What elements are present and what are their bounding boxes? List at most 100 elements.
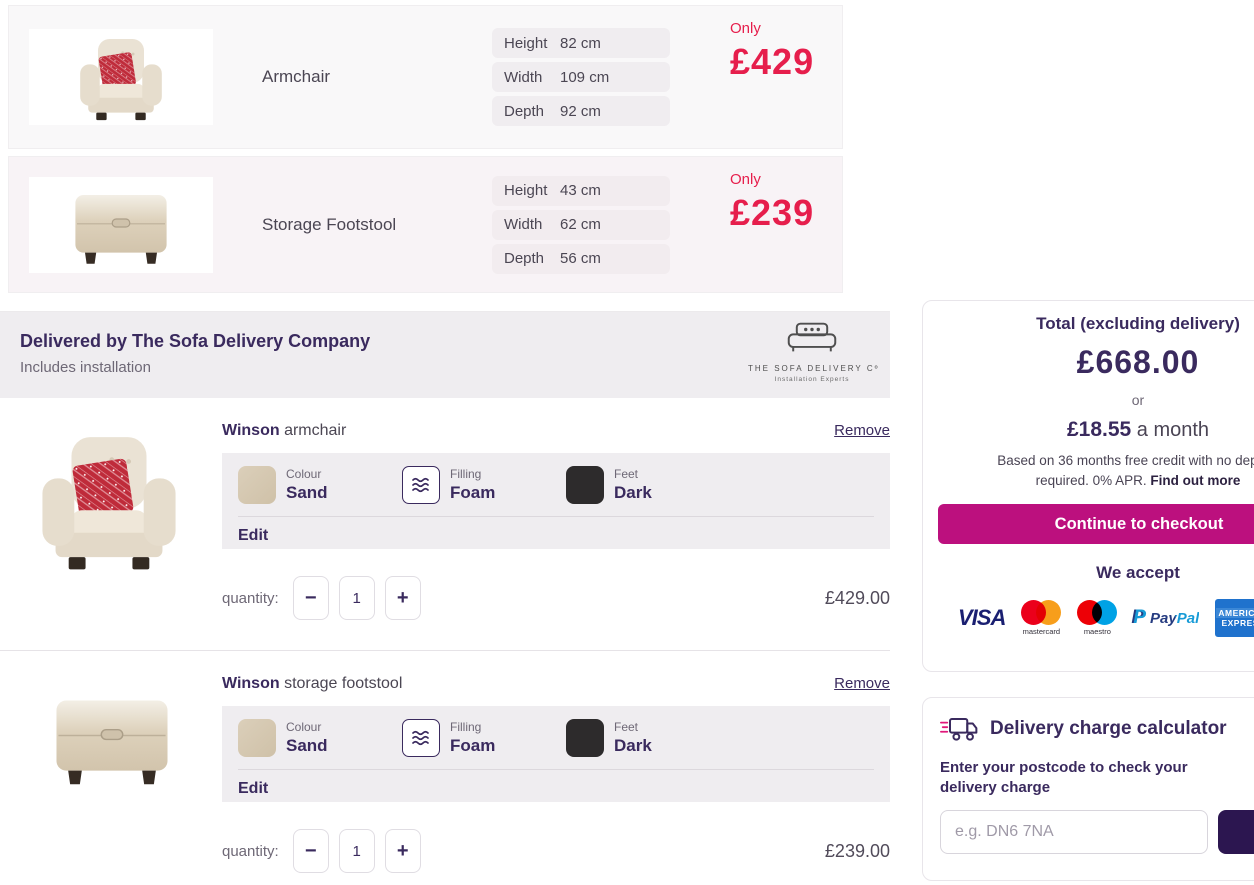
sofa-delivery-co-logo: THE SOFA DELIVERY Cº Installation Expert…: [748, 321, 880, 383]
order-summary-card: Total (excluding delivery) £668.00 or £1…: [922, 300, 1254, 672]
dimensions-list: Height 82 cm Width 109 cm Depth 92 cm: [492, 28, 670, 126]
dim-label: Height: [504, 34, 548, 52]
remove-link[interactable]: Remove: [834, 675, 890, 692]
compare-row-footstool: Storage Footstool Height 43 cm Width 62 cm…: [8, 156, 843, 293]
option-label: Colour: [286, 467, 322, 481]
option-value: Foam: [450, 736, 496, 755]
postcode-input[interactable]: [940, 809, 1208, 854]
options-panel: Colour Sand Filling Foam Feet Dark: [222, 706, 890, 802]
monthly-amount: £18.55: [1066, 418, 1132, 441]
remove-link[interactable]: Remove: [834, 422, 890, 439]
we-accept-label: We accept: [1096, 563, 1180, 583]
armchair-image: [80, 39, 162, 121]
monthly-suffix: a month: [1131, 419, 1210, 441]
cart-item-title: Winson armchair: [222, 422, 346, 440]
footstool-image: [75, 194, 167, 264]
payment-methods: VISA mastercard maestro P PayPal AMERICA…: [923, 599, 1254, 638]
option-filling: Filling Foam: [402, 719, 566, 757]
options-panel: Colour Sand Filling Foam Feet Dark: [222, 453, 890, 549]
dim-label: Height: [504, 182, 548, 199]
dim-label: Width: [504, 216, 543, 233]
price-block: Only £429: [730, 6, 814, 83]
continue-to-checkout-button[interactable]: Continue to checkout: [938, 504, 1254, 545]
cart-item-title: Winson storage footstool: [222, 675, 402, 693]
dim-value: 56 cm: [560, 250, 601, 267]
only-label: Only: [730, 171, 761, 188]
paypal-label: PayPal: [1150, 609, 1200, 627]
option-value: Sand: [286, 736, 328, 755]
dim-value: 109 cm: [560, 68, 610, 86]
cart-item-footstool: Winson storage footstool Remove Colour Sa…: [0, 651, 890, 885]
item-variant: storage footstool: [279, 675, 403, 692]
quantity-label: quantity:: [222, 842, 279, 860]
option-value: Foam: [450, 483, 496, 502]
total-amount: £668.00: [1076, 344, 1200, 380]
delivery-banner-title: Delivered by The Sofa Delivery Company: [20, 331, 371, 351]
or-label: or: [1131, 392, 1145, 408]
maestro-label: maestro: [1083, 627, 1111, 637]
dimension-pill: Height 82 cm: [492, 28, 670, 58]
item-brand: Winson: [222, 675, 280, 692]
edit-link[interactable]: Edit: [238, 780, 269, 797]
option-value: Sand: [286, 483, 328, 502]
paypal-icon: P PayPal: [1133, 607, 1199, 629]
option-feet: Feet Dark: [566, 719, 730, 757]
foam-filling-icon: [402, 466, 440, 504]
only-label: Only: [730, 20, 761, 37]
compare-product-name: Storage Footstool: [262, 214, 397, 234]
quantity-value: 1: [338, 576, 375, 620]
dim-label: Width: [504, 68, 543, 86]
option-filling: Filling Foam: [402, 466, 566, 504]
cart-item-image: [38, 681, 186, 798]
logo-subtext: Installation Experts: [774, 376, 850, 383]
amex-line2: EXPRESS: [1221, 618, 1254, 629]
dimension-pill: Height 43 cm: [492, 175, 670, 206]
quantity-decrease-button[interactable]: −: [292, 829, 329, 873]
item-brand: Winson: [222, 422, 280, 439]
find-out-more-link[interactable]: Find out more: [1150, 472, 1241, 488]
item-variant: armchair: [279, 422, 347, 439]
feet-swatch-dark: [566, 466, 604, 504]
sofa-icon: [787, 322, 837, 352]
postcode-submit-button[interactable]: [1218, 809, 1254, 854]
delivery-banner-subtitle: Includes installation: [20, 359, 151, 376]
dim-value: 62 cm: [560, 216, 601, 233]
logo-text: THE SOFA DELIVERY Cº: [748, 364, 880, 373]
compare-product-name: Armchair: [262, 67, 331, 86]
dim-value: 92 cm: [560, 102, 601, 120]
delivery-banner: Delivered by The Sofa Delivery Company I…: [0, 311, 890, 398]
quantity-value: 1: [338, 829, 375, 873]
cart-item-price: £429.00: [824, 587, 890, 608]
product-price: £239: [730, 192, 815, 233]
armchair-thumbnail: [29, 29, 213, 125]
quantity-increase-button[interactable]: +: [384, 576, 421, 620]
option-feet: Feet Dark: [566, 466, 730, 504]
dimension-pill: Depth 92 cm: [492, 96, 670, 126]
dimension-pill: Depth 56 cm: [492, 243, 670, 274]
quantity-decrease-button[interactable]: −: [292, 576, 329, 620]
dim-value: 82 cm: [560, 34, 601, 52]
dim-label: Depth: [504, 250, 545, 267]
amex-line1: AMERICAN: [1216, 607, 1254, 619]
quantity-increase-button[interactable]: +: [384, 829, 421, 873]
mastercard-icon: mastercard: [1021, 600, 1062, 637]
monthly-price: £18.55 a month: [923, 418, 1254, 442]
option-label: Filling: [450, 467, 482, 481]
colour-swatch-sand: [238, 719, 276, 757]
american-express-icon: AMERICAN EXPRESS: [1215, 599, 1254, 638]
cart-item-price: £239.00: [824, 840, 890, 861]
finance-text: Based on 36 months free credit with no d…: [997, 453, 1254, 488]
option-label: Feet: [614, 467, 639, 481]
dim-value: 43 cm: [560, 182, 601, 199]
option-label: Feet: [614, 720, 639, 734]
option-label: Filling: [450, 720, 482, 734]
cart-item-image: [25, 424, 193, 579]
finance-note: Based on 36 months free credit with no d…: [988, 451, 1254, 490]
option-value: Dark: [614, 483, 652, 502]
option-value: Dark: [614, 736, 652, 755]
mastercard-label: mastercard: [1022, 627, 1061, 637]
cart-list: Winson armchair Remove Colour Sand: [0, 398, 890, 885]
delivery-calculator-card: Delivery charge calculator Enter your po…: [922, 697, 1254, 881]
maestro-icon: maestro: [1077, 600, 1118, 637]
edit-link[interactable]: Edit: [238, 527, 269, 544]
